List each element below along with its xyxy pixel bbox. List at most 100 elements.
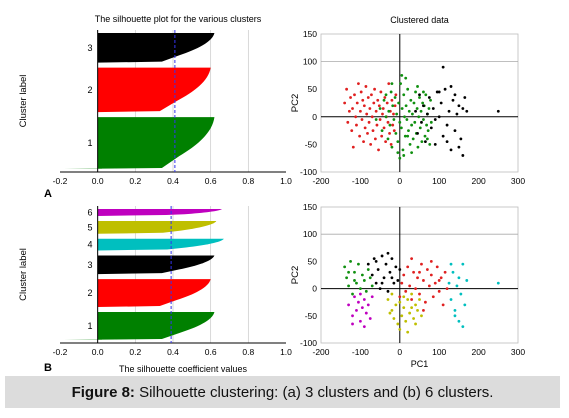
scatter-point	[384, 140, 388, 144]
sil-x-tick-label: 0.0	[92, 347, 104, 357]
scatter-point	[381, 112, 384, 116]
scatter-point	[387, 109, 391, 113]
scatter-point	[419, 109, 423, 113]
scatter-point	[343, 101, 347, 105]
scatter-point	[390, 308, 394, 312]
scatter-point	[399, 126, 403, 130]
scatter-point	[418, 126, 422, 130]
scatter-frame	[320, 33, 519, 173]
sil-x-tick-label: 0.8	[242, 176, 254, 186]
scatter-point	[417, 115, 421, 119]
scatter-point	[406, 330, 410, 334]
scatter-ylabel: PC2	[290, 266, 301, 284]
scatter-point	[397, 101, 401, 105]
scatter-point	[395, 112, 399, 116]
scatter-point	[414, 303, 417, 307]
scatter-point	[422, 308, 425, 312]
scatter-point	[431, 107, 435, 110]
scatter-point	[420, 262, 423, 266]
scatter-point	[372, 257, 376, 261]
scatter-point	[389, 143, 393, 146]
cluster-label-4: 4	[87, 240, 92, 250]
scatter-point	[443, 87, 447, 91]
scatter-point	[398, 328, 402, 331]
sil-x-tick-label: 0.8	[242, 347, 254, 357]
scatter-point	[386, 251, 390, 255]
scatter-point	[372, 101, 376, 105]
scatter-point	[374, 260, 378, 263]
scatter-point	[389, 90, 393, 94]
scatter-point	[351, 314, 354, 318]
scatter-point	[408, 284, 412, 288]
scatter-point	[411, 112, 414, 116]
scatter-y-tick-label: 50	[308, 84, 318, 94]
scatter-point	[392, 281, 396, 285]
scatter-title: Clustered data	[390, 15, 449, 25]
scatter-point	[404, 76, 408, 80]
sil-x-tick-label: 1.0	[280, 176, 292, 186]
scatter-point	[427, 284, 431, 288]
scatter-point	[402, 295, 406, 299]
scatter-point	[399, 82, 402, 86]
scatter-point	[388, 123, 392, 127]
scatter-point	[370, 273, 374, 277]
silhouette-cluster-4	[97, 238, 224, 251]
sil-x-tick-label: 0.6	[205, 176, 217, 186]
scatter-y-tick-label: -50	[305, 139, 318, 149]
scatter-point	[402, 154, 406, 157]
silhouette-cluster-2	[97, 279, 211, 308]
scatter-point	[377, 104, 381, 108]
scatter-point	[383, 96, 387, 99]
scatter-point	[373, 137, 377, 141]
scatter-point	[404, 289, 408, 293]
scatter-point	[410, 298, 414, 301]
scatter-point	[382, 98, 386, 102]
scatter-point	[374, 281, 378, 285]
scatter-x-tick-label: -100	[352, 176, 369, 186]
scatter-point	[437, 90, 441, 94]
scatter-point	[418, 96, 421, 99]
scatter-point	[457, 319, 461, 323]
scatter-point	[445, 287, 449, 290]
scatter-point	[387, 82, 391, 86]
scatter-point	[380, 134, 384, 138]
scatter-point	[457, 145, 461, 149]
scatter-point	[366, 303, 370, 307]
scatter-point	[390, 257, 394, 261]
scatter-point	[390, 98, 394, 102]
scatter-point	[459, 292, 463, 296]
scatter-point	[405, 118, 409, 121]
scatter-point	[453, 129, 457, 133]
scatter-point	[424, 93, 428, 97]
scatter-y-tick-label: -50	[305, 311, 318, 321]
caption: Figure 8: Silhouette clustering: (a) 3 c…	[72, 384, 494, 401]
scatter-point	[437, 289, 441, 293]
scatter-point	[459, 137, 463, 141]
scatter-point	[359, 109, 362, 113]
scatter-y-tick-label: 50	[308, 256, 318, 266]
scatter-point	[379, 90, 383, 94]
scatter-point	[400, 107, 404, 110]
scatter-point	[453, 93, 457, 97]
scatter-point	[360, 118, 364, 121]
scatter-point	[422, 279, 425, 282]
scatter-point	[418, 292, 421, 296]
scatter-point	[369, 143, 373, 146]
scatter-point	[386, 289, 390, 293]
scatter-point	[370, 93, 373, 97]
scatter-point	[357, 262, 360, 266]
scatter-point	[412, 101, 416, 105]
scatter-point	[385, 101, 389, 105]
scatter-point	[366, 262, 370, 266]
scatter-point	[390, 145, 394, 149]
scatter-point	[429, 120, 433, 124]
scatter-point	[370, 115, 374, 119]
scatter-point	[463, 303, 467, 307]
scatter-point	[390, 82, 394, 86]
scatter-point	[366, 96, 370, 99]
scatter-point	[386, 120, 390, 124]
scatter-point	[359, 292, 362, 296]
scatter-point	[412, 317, 415, 320]
scatter-point	[355, 308, 358, 312]
cluster-label-5: 5	[87, 222, 92, 232]
